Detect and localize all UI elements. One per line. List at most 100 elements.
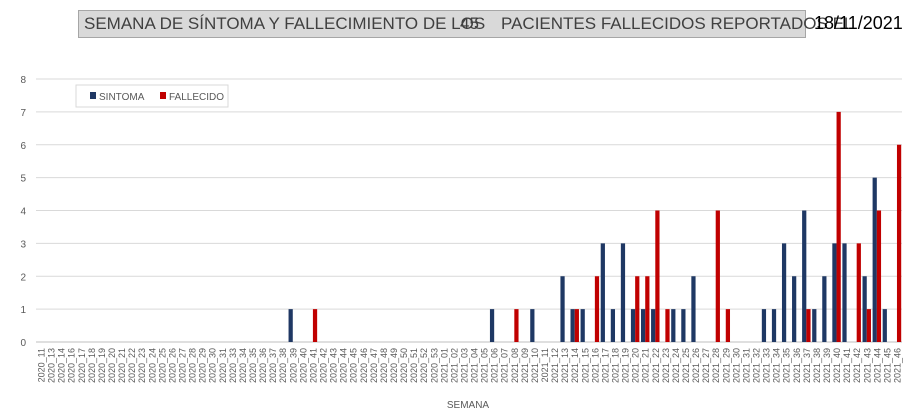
x-tick-label: 2020_45 bbox=[349, 348, 359, 383]
x-tick-label: 2020_52 bbox=[419, 348, 429, 383]
x-tick-label: 2021_45 bbox=[882, 348, 892, 383]
x-tick-label: 2020_37 bbox=[268, 348, 278, 383]
y-tick-label: 4 bbox=[20, 207, 26, 218]
x-tick-label: 2021_29 bbox=[721, 348, 731, 383]
x-tick-label: 2021_20 bbox=[631, 348, 641, 383]
x-tick-label: 2020_39 bbox=[288, 348, 298, 383]
bar-sintoma bbox=[570, 309, 575, 342]
x-tick-label: 2021_33 bbox=[762, 348, 772, 383]
x-tick-label: 2020_17 bbox=[77, 348, 87, 383]
x-tick-label: 2021_28 bbox=[711, 348, 721, 383]
bar-sintoma bbox=[691, 276, 696, 342]
x-tick-label: 2021_23 bbox=[661, 348, 671, 383]
x-tick-label: 2020_26 bbox=[167, 348, 177, 383]
x-tick-label: 2020_49 bbox=[389, 348, 399, 383]
x-tick-label: 2020_42 bbox=[318, 348, 328, 383]
legend-box bbox=[75, 84, 229, 108]
x-tick-label: 2021_10 bbox=[530, 348, 540, 383]
x-tick-label: 2021_26 bbox=[691, 348, 701, 383]
bar-sintoma bbox=[620, 243, 626, 342]
bar-fallecido bbox=[896, 144, 902, 342]
title-text-2: PACIENTES FALLECIDOS REPORTADOS EL bbox=[501, 14, 854, 33]
title-date: 18/11/2021 bbox=[814, 13, 903, 33]
x-tick-label: 2021_27 bbox=[701, 348, 711, 383]
x-tick-label: 2021_01 bbox=[439, 348, 449, 383]
y-tick-label: 2 bbox=[20, 272, 26, 283]
x-tick-label: 2021_43 bbox=[862, 348, 872, 383]
bar-sintoma bbox=[640, 309, 646, 342]
bar-sintoma bbox=[781, 243, 787, 342]
x-tick-label: 2020_14 bbox=[57, 348, 67, 383]
bar-sintoma bbox=[822, 276, 827, 342]
bar-fallecido bbox=[856, 243, 861, 342]
legend-label-fallecido: FALLECIDO bbox=[169, 92, 224, 103]
x-tick-label: 2020_20 bbox=[107, 348, 117, 383]
bar-sintoma bbox=[842, 243, 847, 342]
x-tick-label: 2020_24 bbox=[147, 348, 157, 383]
bar-fallecido bbox=[635, 276, 640, 342]
y-tick-label: 7 bbox=[20, 108, 26, 119]
x-tick-label: 2021_06 bbox=[490, 348, 500, 383]
bar-fallecido bbox=[876, 210, 882, 342]
x-tick-label: 2020_28 bbox=[188, 348, 198, 383]
grid-lines bbox=[36, 78, 902, 343]
x-tick-label: 2021_32 bbox=[751, 348, 761, 383]
x-tick-label: 2021_14 bbox=[570, 348, 580, 383]
x-tick-label: 2021_44 bbox=[872, 348, 882, 383]
x-tick-label: 2020_46 bbox=[359, 348, 369, 383]
x-tick-label: 2021_40 bbox=[832, 348, 842, 383]
x-tick-label: 2021_30 bbox=[731, 348, 741, 383]
x-tick-label: 2021_02 bbox=[449, 348, 459, 383]
x-tick-label: 2020_31 bbox=[218, 348, 228, 383]
x-tick-label: 2020_11 bbox=[37, 348, 47, 382]
title-text-1: SEMANA DE SÍNTOMA Y FALLECIMIENTO DE LOS bbox=[84, 14, 486, 33]
bar-sintoma bbox=[862, 276, 867, 342]
y-tick-label: 8 bbox=[20, 75, 26, 86]
x-tick-label: 2021_25 bbox=[681, 348, 691, 383]
x-tick-label: 2021_08 bbox=[510, 348, 520, 383]
legend-label-sintoma: SINTOMA bbox=[99, 92, 145, 103]
x-tick-label: 2021_17 bbox=[600, 348, 610, 383]
x-tick-label: 2021_12 bbox=[550, 348, 560, 383]
bar-sintoma bbox=[530, 309, 535, 342]
bar-fallecido bbox=[574, 309, 579, 342]
bar-fallecido bbox=[866, 309, 871, 342]
x-tick-label: 2020_38 bbox=[278, 348, 288, 383]
bar-fallecido bbox=[645, 276, 650, 342]
bar-sintoma bbox=[610, 309, 616, 342]
bar-fallecido bbox=[312, 309, 318, 342]
x-tick-label: 2020_27 bbox=[178, 348, 188, 383]
x-tick-label: 2021_37 bbox=[802, 348, 812, 383]
x-tick-label: 2021_13 bbox=[560, 348, 570, 383]
bar-fallecido bbox=[806, 309, 811, 342]
legend-swatch-sintoma bbox=[90, 92, 96, 99]
x-tick-label: 2021_07 bbox=[500, 348, 510, 383]
x-tick-label: 2020_47 bbox=[369, 348, 379, 383]
x-tick-label: 2021_38 bbox=[812, 348, 822, 383]
legend: SINTOMA FALLECIDO bbox=[75, 84, 229, 108]
x-tick-label: 2020_21 bbox=[117, 348, 127, 383]
x-tick-label: 2020_43 bbox=[329, 348, 339, 383]
bar-sintoma bbox=[872, 177, 877, 342]
x-tick-label: 2020_18 bbox=[87, 348, 97, 383]
x-tick-label: 2020_13 bbox=[47, 348, 57, 383]
x-tick-label: 2021_04 bbox=[470, 348, 480, 383]
x-tick-label: 2020_29 bbox=[198, 348, 208, 383]
x-tick-label: 2021_36 bbox=[792, 348, 802, 383]
bar-sintoma bbox=[560, 276, 565, 342]
bar-fallecido bbox=[715, 210, 720, 342]
bar-fallecido bbox=[514, 309, 519, 342]
bar-sintoma bbox=[288, 309, 293, 342]
x-tick-label: 2020_30 bbox=[208, 348, 218, 383]
bar-sintoma bbox=[600, 243, 605, 342]
bar-fallecido bbox=[665, 309, 670, 342]
x-tick-label: 2021_05 bbox=[480, 348, 490, 383]
x-tick-label: 2020_40 bbox=[298, 348, 308, 383]
x-tick-label: 2021_11 bbox=[540, 348, 550, 382]
title-box bbox=[78, 10, 806, 38]
bar-sintoma bbox=[681, 309, 686, 342]
bar-sintoma bbox=[630, 309, 636, 342]
x-tick-label: 2020_48 bbox=[379, 348, 389, 383]
y-tick-label: 5 bbox=[20, 174, 26, 185]
x-tick-label: 2020_19 bbox=[97, 348, 107, 383]
